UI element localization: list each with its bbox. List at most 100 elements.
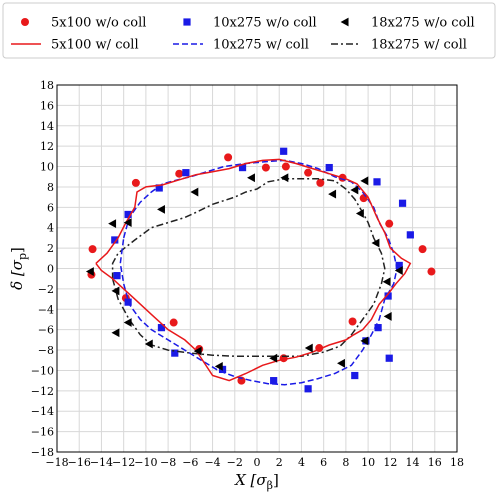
x-tick-label: 0 xyxy=(254,456,261,469)
data-point xyxy=(108,219,117,229)
series-18x275-w-coll xyxy=(111,178,386,357)
x-tick-label: −2 xyxy=(227,456,243,469)
data-point xyxy=(373,178,381,186)
data-point xyxy=(427,267,436,276)
y-tick-label: 10 xyxy=(40,161,54,174)
legend-item: 5x100 w/o coll xyxy=(21,16,146,31)
legend-label: 18x275 w/o coll xyxy=(371,16,475,31)
y-tick-label: 4 xyxy=(47,222,54,235)
series-line xyxy=(111,178,386,357)
x-tick-label: −18 xyxy=(45,456,68,469)
plot-frame xyxy=(56,84,458,453)
y-tick-label: −6 xyxy=(38,324,54,337)
y-tick-label: 14 xyxy=(40,120,54,133)
data-point xyxy=(374,324,382,332)
x-tick-label: 16 xyxy=(428,456,442,469)
x-tick-label: 4 xyxy=(298,456,305,469)
data-point xyxy=(144,339,153,349)
data-point xyxy=(398,199,407,207)
x-axis-label: X [σβ] xyxy=(234,471,279,492)
y-tick-label: −10 xyxy=(31,364,54,377)
data-point xyxy=(85,267,94,276)
data-point xyxy=(304,168,313,177)
y-axis-label: δ [σp] xyxy=(8,247,29,290)
data-point xyxy=(394,266,403,275)
legend-item: 10x275 w/ coll xyxy=(173,38,309,53)
x-tick-label: 10 xyxy=(361,456,375,469)
data-point xyxy=(123,218,132,228)
data-point xyxy=(385,354,393,362)
tick-labels: −18 −16 −14 −12 −10 −8 −6 −4 −2 0 2 4 6 8 10 12 14 16 18−1… xyxy=(31,79,464,469)
legend-marker xyxy=(340,17,349,27)
legend-label: 10x275 w/o coll xyxy=(213,16,317,31)
data-point xyxy=(348,317,357,326)
y-tick-label: −14 xyxy=(31,405,54,418)
x-tick-label: −14 xyxy=(90,456,113,469)
data-point xyxy=(169,318,178,327)
data-point xyxy=(351,371,359,380)
data-point xyxy=(337,358,345,368)
data-point xyxy=(224,153,233,162)
legend-box xyxy=(2,2,496,59)
data-point xyxy=(237,376,246,385)
data-point xyxy=(182,169,190,177)
legend-label: 5x100 w/ coll xyxy=(51,38,139,53)
x-tick-label: −12 xyxy=(112,456,135,469)
y-tick-label: −4 xyxy=(38,303,54,316)
data-point xyxy=(304,385,312,393)
y-tick-label: 0 xyxy=(47,263,54,276)
y-tick-label: 8 xyxy=(47,181,54,194)
data-point xyxy=(193,346,202,356)
x-tick-label: 12 xyxy=(383,456,397,469)
data-point xyxy=(111,328,120,338)
legend-marker xyxy=(21,18,29,26)
data-point xyxy=(418,245,427,254)
data-point xyxy=(280,173,289,183)
series-5x100-w-coll xyxy=(95,158,412,382)
data-point xyxy=(171,349,179,357)
x-tick-label: −4 xyxy=(204,456,220,469)
data-point xyxy=(382,277,391,287)
data-point xyxy=(190,187,199,197)
data-point xyxy=(238,163,247,172)
y-tick-label: −8 xyxy=(38,344,54,357)
y-tick-label: −16 xyxy=(31,426,54,439)
y-tick-label: 2 xyxy=(47,242,54,255)
legend-item: 18x275 w/ coll xyxy=(331,38,467,53)
legend-label: 18x275 w/ coll xyxy=(371,38,467,53)
data-point xyxy=(325,163,333,172)
data-point xyxy=(280,147,288,155)
legend-item: 5x100 w/ coll xyxy=(11,38,139,53)
data-point xyxy=(385,219,394,228)
data-point xyxy=(355,209,364,218)
x-tick-label: 18 xyxy=(450,456,464,469)
data-point xyxy=(281,162,290,171)
x-tick-label: 2 xyxy=(276,456,283,469)
series-10x275-w-coll xyxy=(119,159,398,386)
data-point xyxy=(270,377,278,385)
x-tick-label: −10 xyxy=(134,456,157,469)
legend-label: 10x275 w/ coll xyxy=(213,38,309,53)
data-point xyxy=(261,163,270,172)
series-layer xyxy=(85,147,436,393)
data-point xyxy=(316,178,325,187)
legend-item: 18x275 w/o coll xyxy=(340,16,475,31)
series-line xyxy=(95,158,412,382)
data-point xyxy=(111,286,120,296)
data-point xyxy=(304,343,313,353)
data-point xyxy=(157,324,166,332)
data-point xyxy=(395,261,403,270)
data-point xyxy=(328,189,337,199)
data-point xyxy=(350,185,359,195)
legend-marker xyxy=(183,18,191,26)
data-point xyxy=(269,353,278,363)
y-tick-label: −2 xyxy=(38,283,54,296)
y-tick-label: 12 xyxy=(40,140,54,153)
y-tick-label: −18 xyxy=(31,446,54,459)
x-tick-label: 14 xyxy=(406,456,420,469)
data-point xyxy=(88,245,97,254)
x-tick-label: 8 xyxy=(342,456,349,469)
data-point xyxy=(247,173,255,183)
data-point xyxy=(360,336,369,346)
